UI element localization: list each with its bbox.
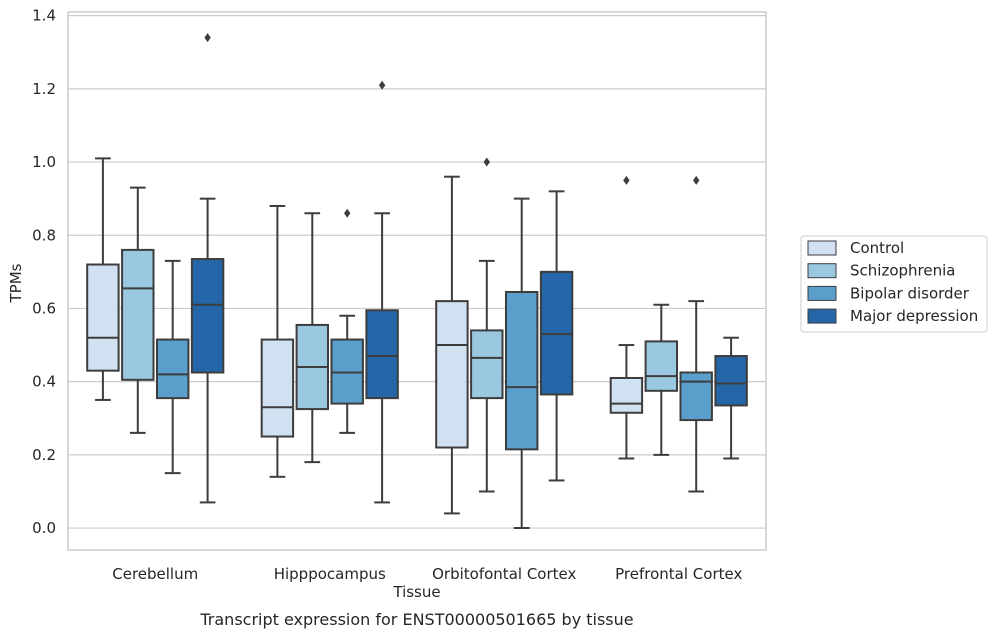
chart-caption: Transcript expression for ENST0000050166… xyxy=(199,610,633,629)
outlier-point xyxy=(693,175,700,185)
x-tick-label: Prefrontal Cortex xyxy=(615,565,742,583)
legend-label: Schizophrenia xyxy=(850,262,955,280)
box-major-depression xyxy=(365,80,399,504)
legend-swatch xyxy=(807,263,837,279)
x-axis-label: Tissue xyxy=(392,583,440,601)
box-iqr xyxy=(190,258,225,374)
box-layer xyxy=(86,33,748,530)
legend-label: Major depression xyxy=(850,307,978,325)
x-tick-label: Orbitofontal Cortex xyxy=(432,565,576,583)
box-iqr xyxy=(435,300,469,449)
legend: Control Schizophrenia Bipolar disorder Majo… xyxy=(800,235,988,333)
plot-frame xyxy=(67,11,767,551)
y-tick-label: 0.4 xyxy=(32,373,56,391)
x-tick-label: Hipppocampus xyxy=(274,565,386,583)
legend-label: Bipolar disorder xyxy=(850,284,970,302)
box-iqr xyxy=(714,355,748,407)
box-control xyxy=(435,175,469,515)
box-iqr xyxy=(365,309,399,400)
box-schizophrenia xyxy=(295,212,330,464)
box-bipolar-disorder xyxy=(679,175,713,493)
outlier-point xyxy=(344,208,351,218)
box-iqr xyxy=(155,338,190,400)
legend-label: Control xyxy=(850,239,904,257)
y-tick-label: 0.6 xyxy=(32,299,56,317)
box-control xyxy=(609,175,644,460)
y-tick-label: 0.8 xyxy=(32,226,56,244)
box-iqr xyxy=(644,340,679,392)
outlier-point xyxy=(378,80,386,90)
x-tick-labels: Cerebellum Hipppocampus Orbitofontal Corte… xyxy=(112,565,742,583)
box-iqr xyxy=(121,248,155,381)
box-control xyxy=(86,157,120,401)
y-tick-label: 0.0 xyxy=(32,519,56,537)
box-bipolar-disorder xyxy=(155,259,190,475)
y-tick-label: 1.4 xyxy=(32,7,56,25)
box-schizophrenia xyxy=(470,157,504,493)
box-major-depression xyxy=(190,33,225,504)
box-iqr xyxy=(470,329,504,400)
box-iqr xyxy=(504,290,539,451)
y-tick-labels: 0.0 0.2 0.4 0.6 0.8 1.0 1.2 1.4 xyxy=(32,7,56,537)
legend-swatch xyxy=(807,308,837,324)
x-tick-label: Cerebellum xyxy=(112,565,198,583)
box-bipolar-disorder xyxy=(330,208,364,434)
y-tick-label: 0.2 xyxy=(32,446,56,464)
box-major-depression xyxy=(714,336,748,460)
outlier-point xyxy=(204,33,211,43)
legend-swatch xyxy=(807,285,837,301)
box-schizophrenia xyxy=(121,186,155,434)
box-bipolar-disorder xyxy=(504,197,539,530)
box-major-depression xyxy=(539,190,574,482)
legend-frame xyxy=(800,235,988,333)
box-schizophrenia xyxy=(644,303,679,456)
legend-swatch xyxy=(807,240,837,256)
box-iqr xyxy=(86,263,120,372)
box-iqr xyxy=(679,371,713,422)
box-control xyxy=(260,204,295,478)
box-iqr xyxy=(609,376,644,414)
y-tick-label: 1.0 xyxy=(32,153,56,171)
outlier-point xyxy=(623,175,630,185)
y-axis-label: TPMs xyxy=(7,263,25,303)
y-tick-label: 1.2 xyxy=(32,80,56,98)
outlier-point xyxy=(483,157,490,167)
box-iqr xyxy=(260,338,295,438)
legend-items: Control Schizophrenia Bipolar disorder Majo… xyxy=(807,239,978,325)
